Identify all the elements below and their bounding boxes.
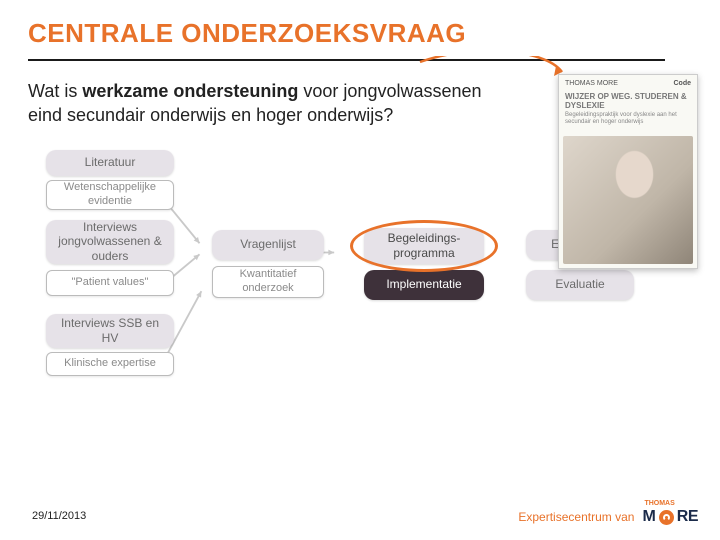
logo-more: M RE [642, 508, 698, 526]
box-interviews_j: Interviews jongvolwassenen & ouders [46, 220, 174, 264]
pill-klinische: Klinische expertise [46, 352, 174, 376]
highlight-ellipse [350, 220, 498, 272]
box-evaluatie: Evaluatie [526, 270, 634, 300]
slide-title: CENTRALE ONDERZOEKSVRAAG [28, 18, 692, 49]
pill-kwanti: Kwantitatief onderzoek [212, 266, 324, 298]
thumb-header: THOMAS MORE Code [559, 75, 697, 92]
question-pre: Wat is [28, 81, 82, 101]
arrow-head-1 [193, 254, 199, 260]
thumb-logo-left: THOMAS MORE [565, 80, 618, 87]
arrow-head-3 [328, 249, 334, 255]
question-bold: werkzame ondersteuning [82, 81, 298, 101]
cover-thumbnail: THOMAS MORE Code WIJZER OP WEG. STUDEREN… [558, 74, 698, 269]
logo-m: M [642, 508, 655, 526]
logo-dot-icon [659, 510, 674, 525]
arrow-head-2 [196, 291, 201, 297]
logo-more-wrap: THOMAS MRE [642, 508, 698, 526]
title-rule [28, 59, 665, 61]
thumb-subtitle: Begeleidingspraktijk voor dyslexie aan h… [559, 112, 697, 132]
box-literatuur: Literatuur [46, 150, 174, 176]
logo-re: RE [677, 508, 698, 526]
footer-date: 29/11/2013 [32, 510, 86, 522]
thumb-title: WIJZER OP WEG. STUDEREN & DYSLEXIE [559, 92, 697, 112]
box-implement: Implementatie [364, 270, 484, 300]
research-question: Wat is werkzame ondersteuning voor jongv… [28, 79, 508, 128]
thumb-photo [563, 136, 693, 264]
footer-label: Expertisecentrum van [518, 510, 634, 524]
logo-thomas: THOMAS [644, 500, 674, 507]
arrow-head-0 [194, 237, 200, 243]
box-interviews_s: Interviews SSB en HV [46, 314, 174, 348]
pill-patient: "Patient values" [46, 270, 174, 296]
footer-right: Expertisecentrum van THOMAS MRE [518, 508, 698, 526]
slide: CENTRALE ONDERZOEKSVRAAG Wat is werkzame… [0, 0, 720, 540]
box-vragenlijst: Vragenlijst [212, 230, 324, 260]
thumb-logo-right: Code [674, 80, 692, 87]
pill-evidentie: Wetenschappelijke evidentie [46, 180, 174, 210]
